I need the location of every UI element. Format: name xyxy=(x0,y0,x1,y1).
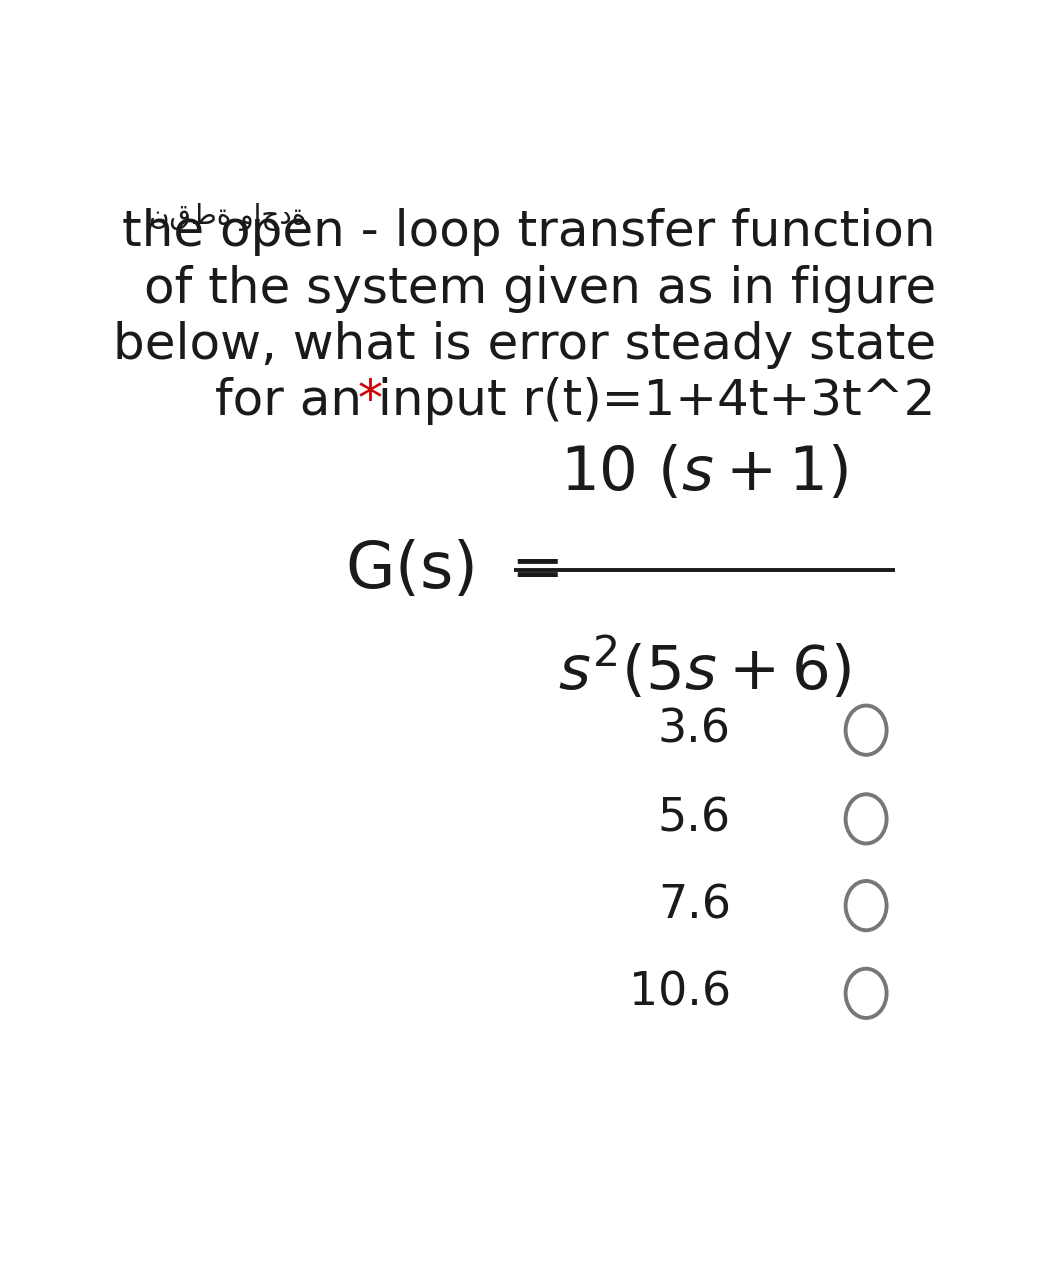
Text: 7.6: 7.6 xyxy=(658,883,731,928)
Text: $s^2(5s+6)$: $s^2(5s+6)$ xyxy=(558,636,851,703)
Text: the open - loop transfer function: the open - loop transfer function xyxy=(123,207,936,256)
Text: of the system given as in figure: of the system given as in figure xyxy=(144,265,936,314)
Text: *: * xyxy=(358,378,382,425)
Text: below, what is error steady state: below, what is error steady state xyxy=(112,321,936,369)
Text: $10\ (s+1)$: $10\ (s+1)$ xyxy=(561,443,849,503)
Text: 10.6: 10.6 xyxy=(628,970,731,1016)
Text: for an input r(t)=1+4t+3t^2: for an input r(t)=1+4t+3t^2 xyxy=(216,378,936,425)
Text: نقطة واحدة: نقطة واحدة xyxy=(148,202,306,230)
Text: 5.6: 5.6 xyxy=(658,796,731,841)
Text: 3.6: 3.6 xyxy=(658,708,731,753)
Text: $\mathsf{G(s)}$ $=$: $\mathsf{G(s)}$ $=$ xyxy=(345,539,560,600)
